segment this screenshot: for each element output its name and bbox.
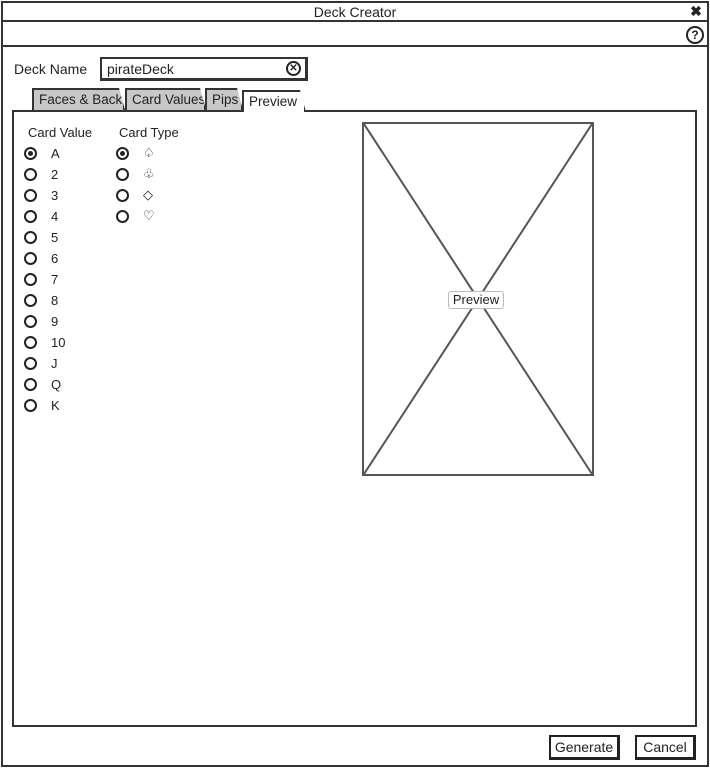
generate-button-label: Generate — [554, 739, 614, 755]
card-value-radio[interactable] — [24, 315, 37, 328]
tab-card-values[interactable]: Card Values — [125, 88, 206, 110]
card-value-option-label: 5 — [51, 230, 59, 245]
cancel-button[interactable]: Cancel — [635, 735, 696, 760]
card-value-radio[interactable] — [24, 294, 37, 307]
title-bar: Deck Creator — [3, 3, 707, 22]
card-value-option-label: 3 — [51, 188, 59, 203]
card-value-radio[interactable] — [24, 231, 37, 244]
card-value-option-label: 7 — [51, 272, 59, 287]
deck-name-value: pirateDeck — [107, 61, 174, 77]
card-value-radio[interactable] — [24, 357, 37, 370]
card-value-option-label: 6 — [51, 251, 59, 266]
deck-name-label: Deck Name — [14, 61, 88, 77]
window-title: Deck Creator — [313, 4, 397, 20]
heart-icon: ♡ — [143, 208, 155, 223]
spade-icon: ♤ — [143, 145, 155, 160]
clear-icon[interactable]: ✕ — [286, 61, 301, 76]
card-value-radio[interactable] — [24, 252, 37, 265]
close-icon[interactable]: ✖ — [690, 3, 702, 19]
tab-pips[interactable]: Pips — [205, 88, 243, 110]
card-value-option-label: A — [51, 146, 60, 161]
card-value-option-label: Q — [51, 377, 62, 392]
preview-label: Preview — [448, 291, 504, 309]
card-value-radio[interactable] — [24, 168, 37, 181]
card-value-radio[interactable] — [24, 273, 37, 286]
tab-label: Pips — [212, 92, 239, 107]
card-value-option-label: 2 — [51, 167, 59, 182]
card-value-heading: Card Value — [28, 125, 93, 140]
tab-label: Preview — [249, 94, 298, 109]
preview-image-placeholder — [362, 122, 594, 476]
card-type-radio[interactable] — [116, 210, 129, 223]
card-type-heading: Card Type — [119, 125, 179, 140]
card-value-option-label: J — [51, 356, 58, 371]
tab-panel — [12, 110, 697, 727]
diamond-icon: ◇ — [143, 187, 153, 202]
generate-button[interactable]: Generate — [549, 735, 620, 760]
tab-faces-back[interactable]: Faces & Back — [32, 88, 125, 110]
toolbar — [3, 23, 707, 47]
tab-preview[interactable]: Preview — [242, 90, 306, 112]
tab-label: Card Values — [132, 92, 206, 107]
help-icon[interactable]: ? — [686, 26, 704, 44]
card-value-option-label: 8 — [51, 293, 59, 308]
card-type-radio[interactable] — [116, 147, 129, 160]
card-value-option-label: K — [51, 398, 60, 413]
card-value-option-label: 10 — [51, 335, 66, 350]
card-type-radio[interactable] — [116, 168, 129, 181]
card-value-radio[interactable] — [24, 189, 37, 202]
card-value-radio[interactable] — [24, 147, 37, 160]
club-icon: ♧ — [143, 166, 155, 181]
card-value-radio[interactable] — [24, 336, 37, 349]
tab-label: Faces & Back — [39, 92, 123, 107]
card-value-radio[interactable] — [24, 210, 37, 223]
card-value-option-label: 4 — [51, 209, 59, 224]
card-value-radio[interactable] — [24, 378, 37, 391]
card-type-radio[interactable] — [116, 189, 129, 202]
cancel-button-label: Cancel — [643, 739, 687, 755]
deck-name-input[interactable]: pirateDeck — [100, 57, 308, 81]
card-value-option-label: 9 — [51, 314, 59, 329]
card-value-radio[interactable] — [24, 399, 37, 412]
